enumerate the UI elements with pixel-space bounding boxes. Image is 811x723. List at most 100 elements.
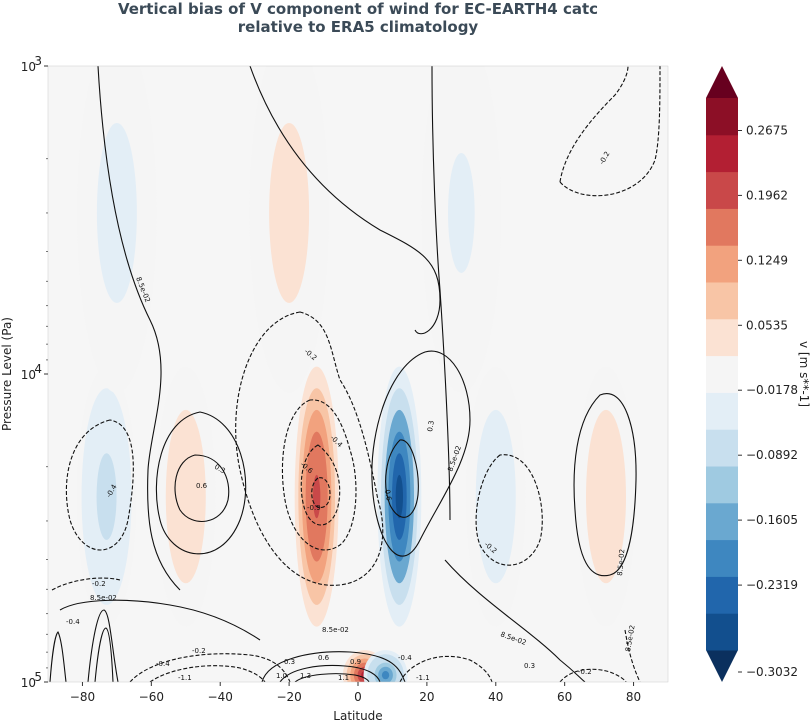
bias-feature-10-level-1 (381, 670, 390, 680)
colorbar-segment (706, 245, 738, 283)
contour-label-neg02-east-surf: -0.2 (578, 668, 592, 676)
contour-label-03-surface: 0.3 (284, 658, 295, 666)
colorbar-segment (706, 208, 738, 246)
contour-neg-02-lower-left (51, 577, 121, 591)
contour-label-neg11-surface-n: -1.1 (416, 674, 430, 682)
contour-label-03-east: 0.3 (524, 662, 535, 670)
plot-area: 8.5e-02 -0.2 -0.4 -0.6 -0.9 0.3 0.6 -0.4… (47, 65, 669, 683)
colorbar-extend-max (706, 66, 738, 98)
contour-antarctic-b (94, 627, 114, 682)
colorbar-segment (706, 98, 738, 136)
contour-neg-04-central (281, 399, 357, 551)
bias-feature-7-level-1 (110, 182, 124, 243)
colorbar-tick-label: −0.0892 (746, 448, 798, 462)
colorbar-segment (706, 502, 738, 541)
bias-feature-0-level-1 (395, 474, 404, 519)
bias-feature-5-level-1 (601, 474, 611, 519)
bias-feature-3-level-1 (180, 474, 191, 519)
contour-antarctic-a (87, 609, 119, 682)
contour-neg-surface-d (559, 668, 627, 682)
colorbar-extend-min (706, 650, 738, 682)
contour-surface-solid-a (261, 651, 406, 682)
y-tick-exponent: 3 (34, 54, 42, 68)
colorbar-tick-label: −0.3032 (746, 665, 798, 679)
bias-feature-8-level-1 (454, 182, 469, 243)
contour-neg-surface-c (399, 655, 493, 682)
contour-label-neg02-lowleft: -0.2 (92, 580, 106, 588)
y-tick-label: 10 (21, 60, 36, 74)
colorbar-segment (706, 429, 738, 467)
contour-label-06-surface: 0.6 (318, 654, 330, 662)
y-axis-label: Pressure Level (Pa) (0, 317, 14, 431)
y-tick-exponent: 5 (34, 670, 42, 684)
contour-neg-85e02-north (624, 629, 641, 682)
y-tick-label: 10 (21, 676, 36, 690)
contour-85e-02-lower-east (444, 559, 586, 682)
colorbar-segment (706, 613, 738, 651)
x-tick-label: −60 (139, 690, 164, 704)
contour-85e-02-west-upper (97, 66, 181, 591)
contour-label-85e02-lowleft: 8.5e-02 (90, 594, 117, 602)
x-tick-label: 40 (488, 690, 503, 704)
contour-label-neg02-surface: -0.2 (192, 647, 206, 655)
colorbar-segment (706, 134, 738, 173)
contour-label-09-surface: 0.9 (350, 658, 361, 666)
contour-surface-solid-b (279, 665, 381, 682)
contour-03-north (371, 350, 471, 557)
x-tick-label: −40 (208, 690, 233, 704)
contour-neg-04-south (65, 419, 134, 551)
contour-neg-surface-b (149, 665, 266, 682)
colorbar-segment (706, 355, 738, 393)
bias-feature-6-level-1 (282, 182, 296, 243)
contour-lines (49, 66, 661, 682)
x-tick-label: 20 (419, 690, 434, 704)
contour-85e-02-north-col (431, 66, 451, 521)
x-tick-label: −80 (70, 690, 95, 704)
colorbar-tick-label: 0.2675 (746, 123, 788, 137)
bias-feature-4-level-1 (490, 474, 501, 519)
contour-label-neg04-surface-n: -0.4 (398, 654, 412, 662)
contour-surface-solid-c (294, 673, 370, 682)
contour-06-south (174, 454, 230, 523)
x-axis: −80 −60 −40 −20 0 20 40 60 80 (70, 682, 641, 704)
chart-title-line-1: Vertical bias of V component of wind for… (118, 0, 598, 18)
colorbar-segment (706, 539, 738, 577)
y-tick-exponent: 4 (34, 362, 42, 376)
contour-label-10-surface: 1.0 (276, 672, 287, 680)
colorbar-segment (706, 171, 738, 209)
colorbar-segment (706, 282, 738, 320)
chart-title-line-2: relative to ERA5 climatology (238, 18, 479, 36)
colorbar-tick-label: 0.1249 (746, 253, 788, 267)
colorbar-segment (706, 392, 738, 430)
colorbar-tick-label: −0.0178 (746, 383, 798, 397)
colorbar: 0.2675 0.1962 0.1249 0.0535 −0.0178 −0.0892 −0… (706, 66, 798, 682)
x-tick-label: −20 (276, 690, 301, 704)
contour-label-06-north: 0.6 (383, 489, 393, 502)
contour-neg-02-north-loop (559, 66, 661, 197)
contour-06-north (385, 439, 419, 518)
x-tick-label: 80 (626, 690, 641, 704)
contour-neg-06-central (300, 444, 341, 526)
contour-neg-02-upper-north (559, 66, 629, 183)
contour-label-neg04-lowleft: -0.4 (66, 618, 80, 626)
contour-label-11-surface: 1.1 (338, 674, 349, 682)
contour-label-06-south: 0.6 (196, 482, 208, 490)
contour-label-85e02-c: 8.5e-02 (616, 549, 626, 576)
colorbar-segment (706, 318, 738, 357)
colorbar-label: v [m s**-1] (797, 341, 811, 407)
contour-03-south (155, 411, 247, 555)
x-axis-label: Latitude (333, 709, 382, 723)
colorbar-tick-label: 0.1962 (746, 188, 788, 202)
x-tick-label: 0 (354, 690, 362, 704)
contour-antarctic-c (49, 631, 67, 682)
colorbar-segment (706, 466, 738, 504)
contour-label-neg04-surface: -0.4 (156, 660, 170, 668)
contour-label-neg09-a: -0.9 (307, 504, 321, 512)
contour-label-13-surface: 1.3 (300, 672, 311, 680)
contour-neg-surface-a (129, 653, 291, 682)
contour-label-03-north: 0.3 (426, 420, 436, 432)
colorbar-segment (706, 576, 738, 614)
contour-neg-02-east (475, 454, 543, 566)
